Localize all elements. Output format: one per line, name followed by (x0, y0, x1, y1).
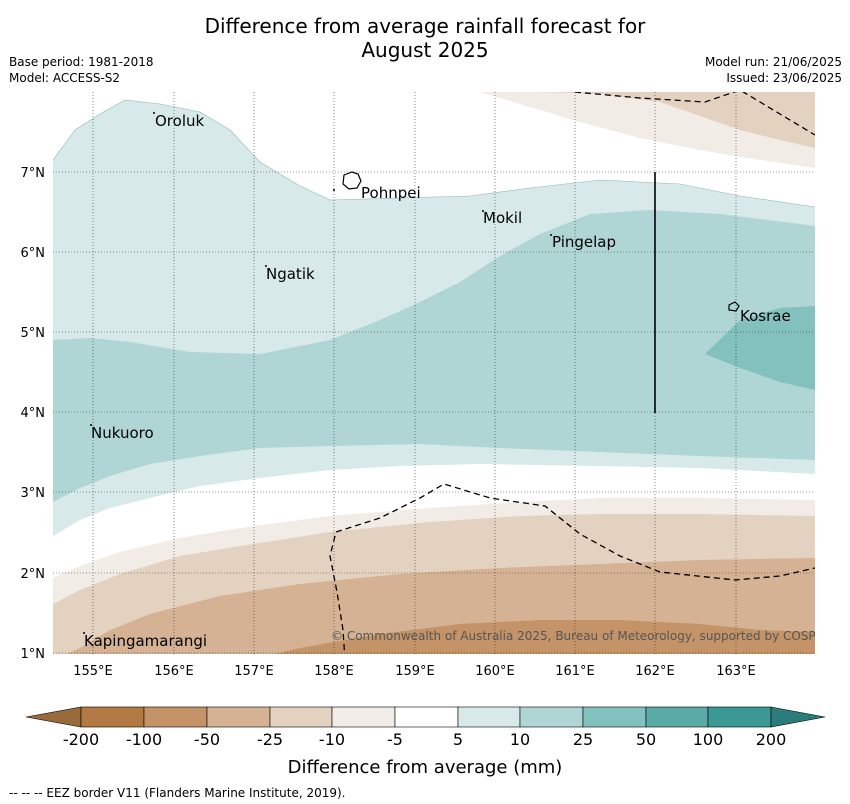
lon-tick-158: 158°E (314, 664, 354, 679)
colorbar: -200 -100 -50 -25 -10 -5 5 10 25 50 100 … (25, 706, 826, 778)
label-pingelap: Pingelap (552, 233, 616, 251)
lon-tick-160: 160°E (475, 664, 515, 679)
lat-tick-3: 3°N (21, 486, 46, 501)
eez-legend-note: -- -- -- EEZ border V11 (Flanders Marine… (9, 786, 346, 800)
label-oroluk: Oroluk (155, 112, 204, 130)
lon-tick-162: 162°E (635, 664, 675, 679)
label-ngatik: Ngatik (266, 265, 315, 283)
lon-tick-157: 157°E (234, 664, 274, 679)
colorbar-label-3: -25 (257, 730, 283, 749)
contour-wet-10 (53, 210, 815, 502)
lon-tick-161: 161°E (555, 664, 595, 679)
kosrae-island (728, 301, 740, 312)
colorbar-max-extend (770, 706, 826, 728)
label-nukuoro: Nukuoro (91, 424, 154, 442)
colorbar-title: Difference from average (mm) (288, 757, 563, 778)
lat-tick-5: 5°N (21, 326, 46, 341)
base-period-text: Base period: 1981-2018 (9, 55, 154, 69)
colorbar-label-9: 50 (636, 730, 656, 749)
lat-tick-2: 2°N (21, 567, 46, 582)
lat-tick-6: 6°N (21, 246, 46, 261)
copyright-text: © Commonwealth of Australia 2025, Bureau… (331, 629, 836, 643)
lat-tick-7: 7°N (21, 166, 46, 181)
lat-tick-1: 1°N (21, 647, 46, 662)
lon-tick-155: 155°E (73, 664, 113, 679)
lon-tick-159: 159°E (395, 664, 435, 679)
chart-title-line2: August 2025 (361, 38, 489, 62)
colorbar-label-8: 25 (573, 730, 593, 749)
pohnpei-island (342, 171, 362, 190)
colorbar-label-11: 200 (756, 730, 787, 749)
eez-border (329, 92, 815, 654)
lon-tick-163: 163°E (716, 664, 756, 679)
colorbar-label-0: -200 (63, 730, 99, 749)
colorbar-label-6: 5 (453, 730, 463, 749)
label-mokil: Mokil (483, 209, 522, 227)
chart-title-line1: Difference from average rainfall forecas… (204, 14, 646, 38)
label-kosrae: Kosrae (740, 307, 791, 325)
contour-nw-blank (53, 92, 815, 207)
contour-dry-50 (275, 620, 815, 654)
label-kapingamarangi: Kapingamarangi (84, 632, 207, 650)
colorbar-label-5: -5 (387, 730, 403, 749)
colorbar-label-1: -100 (126, 730, 162, 749)
contour-wet-25 (705, 306, 815, 390)
colorbar-label-4: -10 (319, 730, 345, 749)
gridlines (53, 92, 815, 654)
label-pohnpei: Pohnpei (361, 184, 421, 202)
colorbar-min-extend (25, 706, 82, 728)
lon-tick-156: 156°E (154, 664, 194, 679)
map-area: © Commonwealth of Australia 2025, Bureau… (53, 92, 836, 654)
model-text: Model: ACCESS-S2 (9, 71, 121, 85)
lat-tick-4: 4°N (21, 406, 46, 421)
colorbar-label-10: 100 (693, 730, 724, 749)
issued-text: Issued: 23/06/2025 (726, 71, 842, 85)
colorbar-label-2: -50 (194, 730, 220, 749)
colorbar-label-7: 10 (510, 730, 530, 749)
contour-ne-dry-10 (540, 92, 815, 148)
model-run-text: Model run: 21/06/2025 (704, 55, 842, 69)
